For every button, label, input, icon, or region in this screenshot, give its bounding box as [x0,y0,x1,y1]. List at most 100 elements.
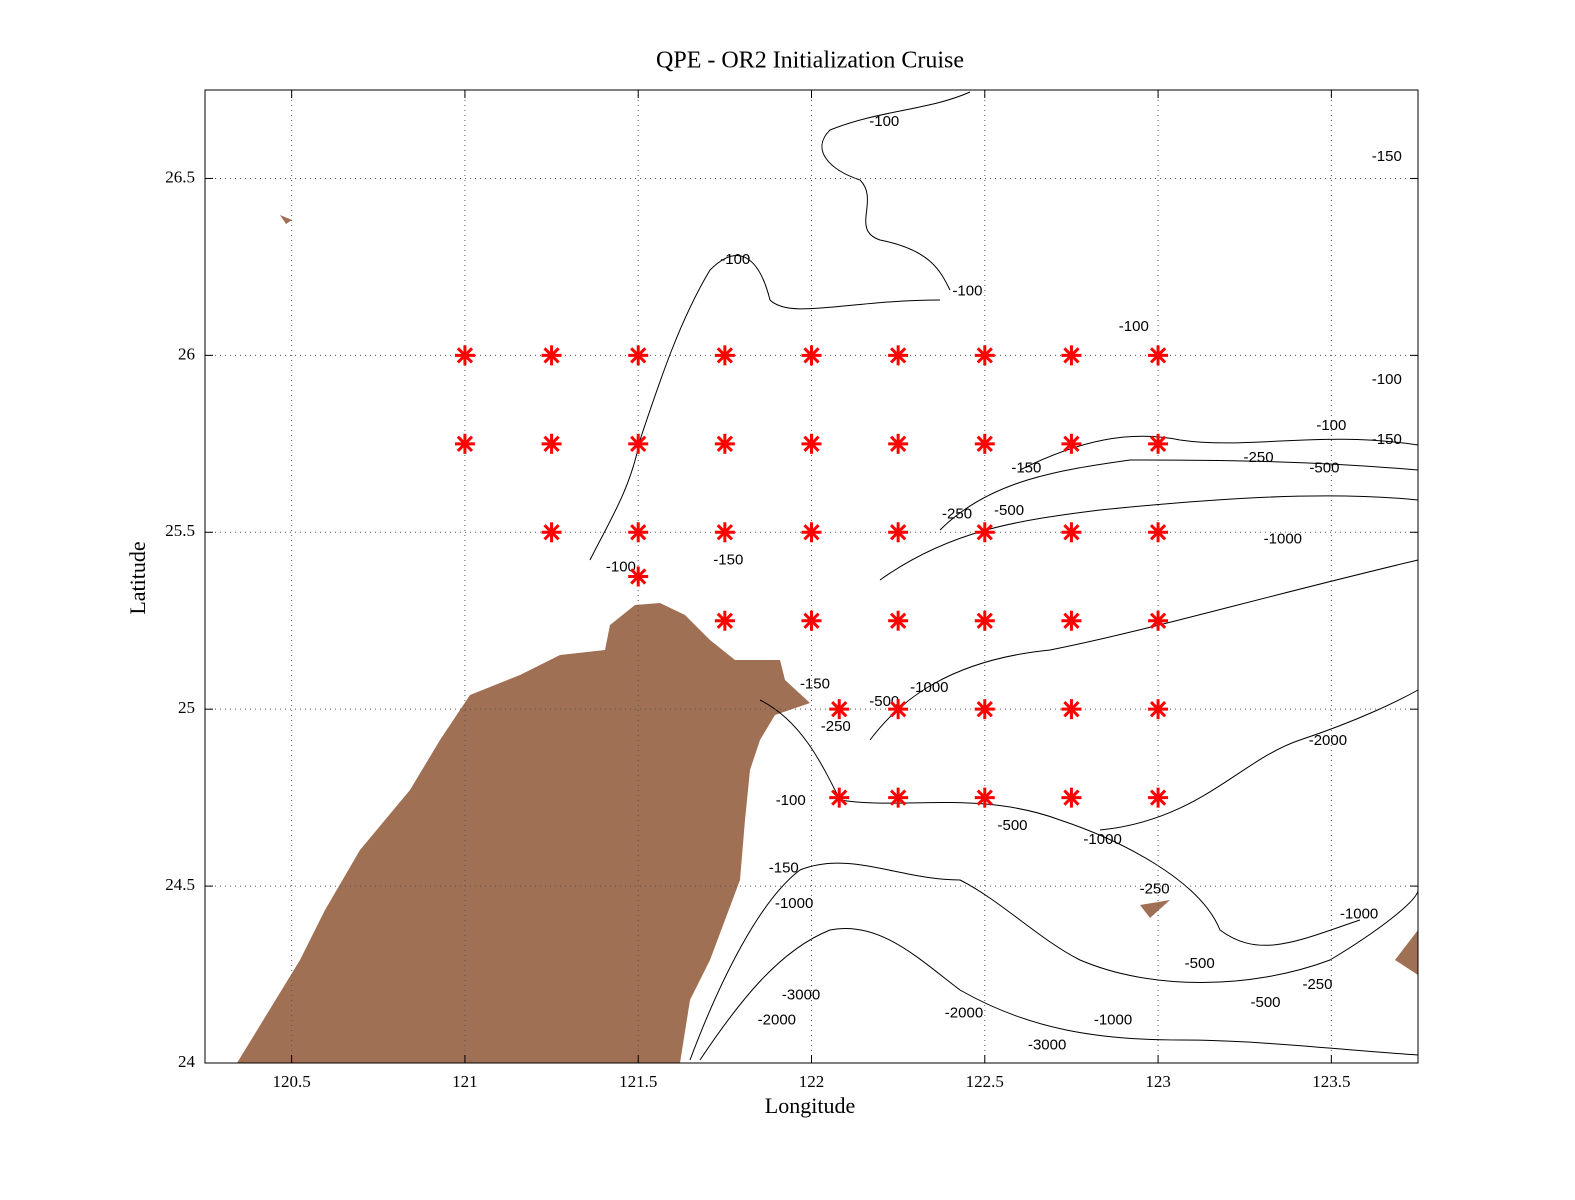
station-marker [1061,522,1082,543]
marker-stroke [1063,701,1080,718]
marker-stroke [543,347,560,364]
station-marker [888,787,909,808]
marker-stroke [716,435,733,452]
contour-label: -150 [1011,460,1041,477]
marker-stroke [976,789,993,806]
station-marker [1148,433,1169,454]
marker-stroke [716,524,733,541]
contour-label: -100 [1119,318,1149,335]
x-tick-label: 123.5 [1312,1072,1350,1091]
contour [589,255,941,561]
contour-label: -1000 [1094,1012,1132,1029]
y-tick-label: 26.5 [165,167,195,186]
contour-label: -100 [952,283,982,300]
station-marker [801,522,822,543]
marker-stroke [630,524,647,541]
contour-label: -1000 [910,679,948,696]
island [1140,900,1170,918]
station-marker [888,610,909,631]
station-marker [541,433,562,454]
contour [699,928,1419,1061]
contour-label: -150 [769,859,799,876]
station-marker [974,522,995,543]
marker-stroke [831,789,848,806]
station-marker [1061,699,1082,720]
marker-stroke [890,435,907,452]
contour [689,862,1419,1061]
marker-stroke [630,568,647,585]
station-marker [888,433,909,454]
station-marker [1061,610,1082,631]
y-axis-label: Latitude [125,541,150,614]
station-marker [714,522,735,543]
contour-label: -3000 [1028,1036,1066,1053]
marker-stroke [543,435,560,452]
contour [1099,689,1419,831]
station-marker [454,345,475,366]
station-marker [801,433,822,454]
station-marker [1061,345,1082,366]
contour-label: -250 [1140,881,1170,898]
contour-label: -500 [1250,994,1280,1011]
station-marker [1148,522,1169,543]
marker-stroke [976,435,993,452]
contour-label: -150 [1372,431,1402,448]
contour-label: -2000 [1309,732,1347,749]
taiwan-land [237,603,810,1063]
contour-label: -500 [1309,460,1339,477]
contour-label: -500 [869,693,899,710]
station-marker [888,699,909,720]
station-marker [829,699,850,720]
marker-stroke [543,524,560,541]
station-marker [1061,433,1082,454]
station-marker [829,787,850,808]
marker-stroke [630,435,647,452]
contour-label: -1000 [1264,530,1302,547]
contour-label: -1000 [775,895,813,912]
marker-stroke [1149,612,1167,629]
station-marker [974,433,995,454]
x-tick-label: 123 [1145,1072,1171,1091]
station-marker [801,610,822,631]
marker-stroke [890,347,907,364]
contour-label: -3000 [782,987,820,1004]
contour [759,699,1361,946]
contour-label: -150 [1372,148,1402,165]
station-marker [1148,699,1169,720]
station-marker [974,787,995,808]
marker-stroke [1063,524,1080,541]
marker-stroke [803,347,820,364]
station-marker [714,433,735,454]
contour-label: -250 [942,506,972,523]
x-tick-label: 122 [799,1072,825,1091]
station-marker [801,345,822,366]
station-marker [454,433,475,454]
contour-label: -250 [1302,976,1332,993]
marker-stroke [831,701,848,718]
station-marker [714,345,735,366]
station-marker [628,522,649,543]
station-marker [974,699,995,720]
chart-title: QPE - OR2 Initialization Cruise [656,48,964,74]
marker-stroke [1063,347,1080,364]
contour-label: -150 [800,675,830,692]
contour-label: -100 [776,792,806,809]
marker-stroke [976,347,993,364]
y-tick-label: 26 [178,344,195,363]
island [1395,930,1418,975]
contour [1019,435,1419,471]
station-marker [714,610,735,631]
y-tick-label: 24.5 [165,875,195,894]
station-marker [1148,345,1169,366]
contour [821,91,971,291]
x-axis-label: Longitude [765,1093,855,1118]
marker-stroke [1149,524,1167,541]
contour [879,495,1419,581]
y-tick-label: 25 [178,698,195,717]
marker-stroke [976,701,993,718]
contour-label: -2000 [758,1012,796,1029]
contour [869,559,1419,741]
y-tick-label: 25.5 [165,521,195,540]
marker-stroke [1149,789,1167,806]
